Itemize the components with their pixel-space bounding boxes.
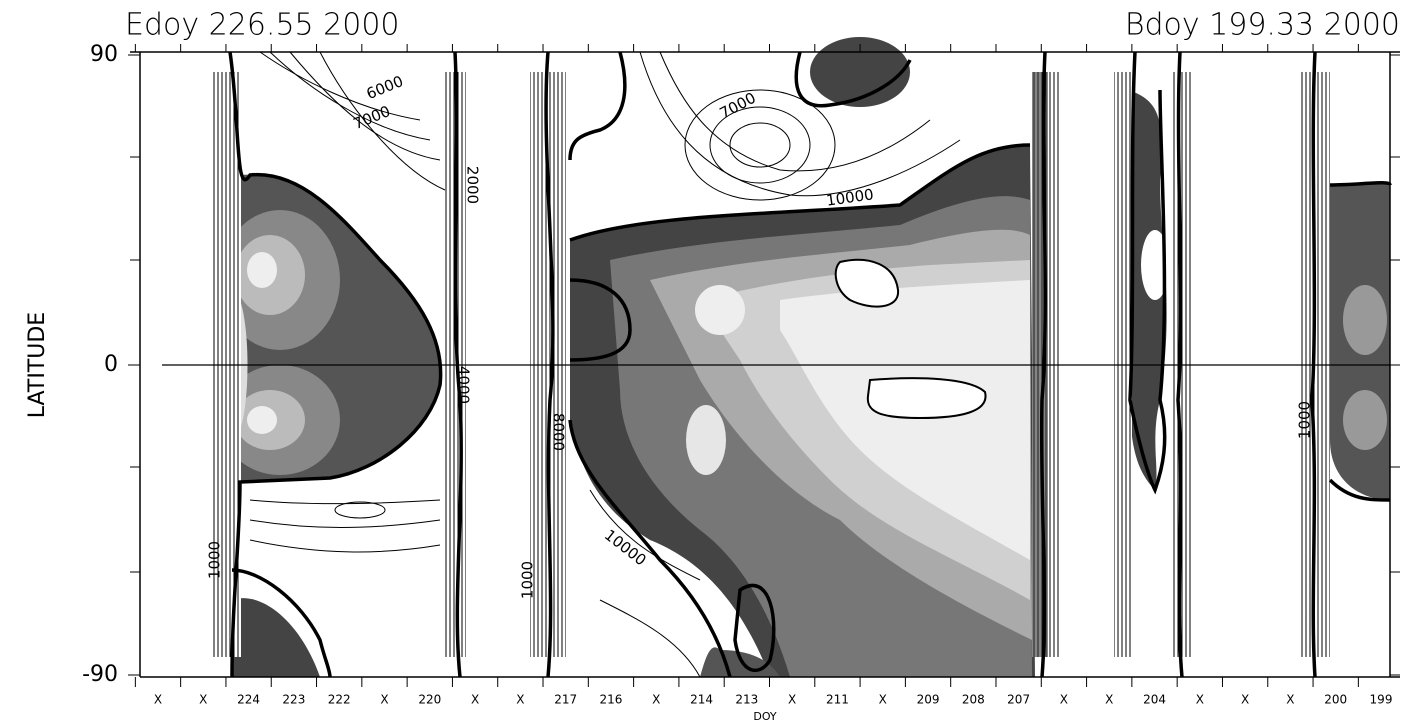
contour-field: [213, 37, 1392, 678]
x-tick-label: 208: [962, 693, 985, 707]
x-tick-label: X: [1105, 693, 1113, 707]
x-tick-label: X: [1196, 693, 1204, 707]
contour-label: 4000: [455, 366, 473, 404]
x-tick-label: 211: [826, 693, 849, 707]
x-tick-label: X: [154, 693, 162, 707]
x-tick-label: 224: [237, 693, 260, 707]
x-axis-label: DOY: [753, 710, 777, 723]
x-tick-label: 199: [1370, 693, 1393, 707]
x-tick-label: X: [1286, 693, 1294, 707]
contour-label: 7000: [717, 89, 759, 123]
x-tick-label: X: [199, 693, 207, 707]
title-right: Bdoy 199.33 2000: [1125, 8, 1400, 43]
x-tick-label: X: [1060, 693, 1068, 707]
x-tick-label: 214: [690, 693, 713, 707]
y-tick-label: -90: [82, 662, 118, 687]
x-tick-label: X: [788, 693, 796, 707]
contour-label: 1000: [519, 561, 537, 599]
y-tick-label: 0: [104, 352, 118, 377]
x-tick-label: 220: [418, 693, 441, 707]
x-tick-label: 207: [1007, 693, 1030, 707]
x-tick-label: 200: [1324, 693, 1347, 707]
contour-label: 2000: [464, 166, 482, 204]
contour-label: 8000: [550, 413, 568, 451]
x-tick-label: X: [516, 693, 524, 707]
x-tick-label: 209: [917, 693, 940, 707]
x-tick-label: 213: [735, 693, 758, 707]
x-tick-label: X: [380, 693, 388, 707]
x-tick-label: X: [1241, 693, 1249, 707]
x-tick-label: 223: [282, 693, 305, 707]
x-tick-label: 204: [1143, 693, 1166, 707]
x-tick-label: 216: [600, 693, 623, 707]
x-tick-label: X: [879, 693, 887, 707]
x-tick-label: X: [471, 693, 479, 707]
x-tick-label: 217: [554, 693, 577, 707]
contour-label: 6000: [364, 72, 406, 103]
x-tick-label: X: [652, 693, 660, 707]
contour-label: 1000: [206, 541, 224, 579]
x-tick-label: 222: [328, 693, 351, 707]
title-left: Edoy 226.55 2000: [125, 8, 400, 43]
y-tick-label: 90: [90, 42, 118, 67]
y-axis-label: LATITUDE: [25, 312, 50, 418]
contour-label: 1000: [1296, 401, 1314, 439]
